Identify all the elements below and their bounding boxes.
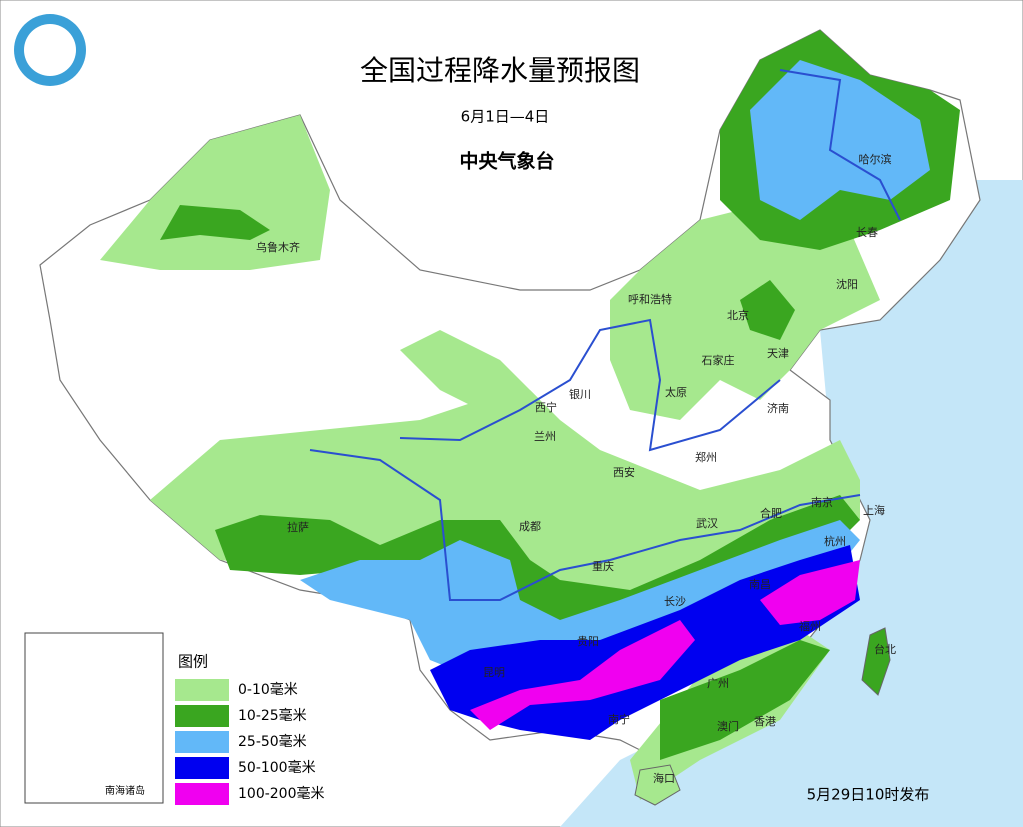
city-label: 福州	[799, 619, 821, 633]
city-label: 合肥	[760, 506, 782, 520]
city-label: 太原	[665, 386, 687, 399]
inset-box	[24, 632, 164, 804]
yangtze-river	[309, 449, 861, 601]
city-label: 海口	[653, 771, 675, 785]
city-label: 拉萨	[287, 520, 309, 534]
legend: 0-10毫米 10-25毫米 25-50毫米 50-100毫米 100-200毫米	[175, 679, 325, 805]
legend-swatch	[175, 679, 229, 701]
legend-label: 10-25毫米	[238, 707, 307, 724]
legend-swatch	[175, 757, 229, 779]
legend-swatch	[175, 731, 229, 753]
rain-bands	[100, 30, 960, 806]
rain-band	[750, 60, 930, 220]
city-label: 石家庄	[702, 353, 735, 367]
release-time: 5月29日10时发布	[807, 786, 930, 804]
legend-label: 0-10毫米	[238, 681, 298, 698]
agency: 中央气象台	[459, 150, 554, 173]
city-label: 郑州	[695, 450, 717, 464]
city-label: 沈阳	[836, 277, 858, 291]
sea	[560, 180, 1023, 827]
city-label: 杭州	[824, 534, 846, 548]
city-label: 南宁	[608, 712, 630, 726]
city-label: 香港	[754, 715, 776, 728]
city-label: 南昌	[749, 578, 771, 591]
rain-band	[100, 115, 330, 270]
city-label: 重庆	[592, 559, 614, 573]
rain-band	[740, 280, 795, 340]
city-label: 西安	[613, 465, 635, 479]
city-label: 济南	[767, 401, 789, 415]
hainan	[634, 764, 681, 806]
rain-band	[760, 560, 860, 625]
city-label: 银川	[569, 387, 591, 401]
city-label: 上海	[863, 503, 885, 517]
legend-swatch	[175, 705, 229, 727]
legend-label: 25-50毫米	[238, 733, 307, 750]
rivers	[309, 69, 901, 601]
city-label: 武汉	[696, 517, 718, 530]
legend-title: 图例	[178, 653, 208, 671]
title: 全国过程降水量预报图	[360, 54, 640, 87]
yellow-river	[399, 318, 781, 452]
rain-band	[470, 620, 695, 730]
songhua-river	[779, 69, 901, 221]
city-label: 北京	[727, 308, 749, 322]
city-label: 哈尔滨	[859, 152, 892, 166]
city-label: 昆明	[483, 666, 505, 679]
city-label: 广州	[707, 677, 729, 690]
city-label: 南京	[811, 495, 833, 509]
city-label: 天津	[767, 347, 789, 360]
taiwan	[861, 627, 891, 696]
rain-band	[160, 205, 270, 240]
city-label: 长春	[856, 226, 878, 239]
city-label: 台北	[874, 642, 896, 656]
city-label: 西宁	[535, 400, 557, 414]
rain-band	[300, 520, 860, 730]
legend-label: 50-100毫米	[238, 759, 316, 776]
city-label: 澳门	[717, 719, 739, 733]
city-label: 成都	[519, 520, 541, 533]
city-label: 乌鲁木齐	[256, 240, 300, 254]
inset-label: 南海诸岛	[105, 784, 145, 797]
rain-band	[660, 640, 830, 760]
city-label: 兰州	[534, 430, 556, 443]
legend-swatch	[175, 783, 229, 805]
legend-label: 100-200毫米	[238, 785, 325, 802]
city-label: 呼和浩特	[628, 292, 672, 306]
logo-inner	[24, 24, 76, 76]
rain-band	[400, 330, 540, 420]
period: 6月1日—4日	[461, 108, 550, 126]
city-label: 贵阳	[577, 635, 599, 648]
city-label: 长沙	[664, 595, 686, 608]
